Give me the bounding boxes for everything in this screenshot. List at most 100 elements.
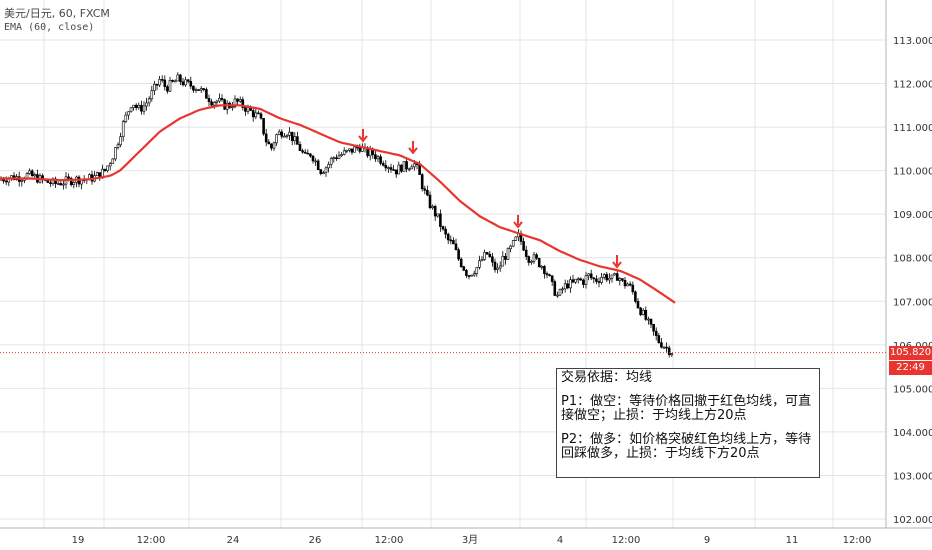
candle-body [602,274,606,278]
last-price-tag: 105.820 [889,345,932,360]
candle-body [571,279,575,283]
x-tick-label: 4 [557,535,563,546]
candle-body [387,167,390,169]
candle-body [285,135,289,137]
x-tick-label: 19 [72,535,85,546]
candle-body [561,288,564,291]
candle-body [493,261,497,270]
candle-body [254,112,258,118]
candle-body [636,301,640,309]
candle-body [277,131,281,135]
candle-body [405,161,408,170]
candle-body [311,155,315,162]
candle-body [618,278,622,281]
candle-body [530,261,533,263]
candle-body [49,182,52,184]
candle-body [449,239,453,242]
candle-body [654,330,658,336]
candle-body [459,258,463,267]
candle-body [389,167,393,170]
candle-body [116,144,120,148]
candle-body [454,243,458,251]
candlestick-series [0,72,674,358]
candle-body [134,104,138,108]
candle-body [275,134,278,144]
y-tick-label: 104.000 [893,428,932,439]
candle-body [639,307,642,315]
candle-body [462,266,466,271]
candle-body [407,168,411,171]
candle-body [647,318,650,321]
candle-body [535,254,538,259]
candle-body [392,169,395,171]
candle-body [428,194,432,209]
candle-body [332,157,336,159]
candle-body [67,176,70,179]
candle-body [436,213,440,217]
candle-body [186,79,190,82]
candle-body [194,89,198,91]
candle-body [504,255,507,260]
candle-body [4,180,8,183]
price-axis[interactable]: 102.000103.000104.000105.000106.000107.0… [893,36,932,526]
candle-body [444,228,447,235]
candle-body [28,170,31,174]
candle-body [236,98,239,102]
candle-body [199,88,203,91]
candle-body [119,136,122,146]
down-arrow-head [612,261,622,269]
candle-body [103,168,107,171]
candle-body [272,142,276,149]
candle-body [192,85,195,91]
candle-body [397,164,401,175]
candle-body [457,249,460,260]
candle-body [657,335,661,343]
candle-body [402,161,406,172]
candle-body [446,233,450,241]
candle-body [306,152,310,155]
candle-body [202,88,206,90]
candle-body [233,98,237,108]
candle-body [166,86,169,92]
candle-body [179,74,182,83]
candle-body [108,163,112,167]
candle-body [267,141,271,145]
candle-body [540,266,544,268]
candle-body [212,102,216,106]
annotation-p1: P1：做空：等待价格回撤于红色均线，可直接做空；止损：于均线上方20点 [561,394,812,423]
candle-body [327,164,330,169]
candle-body [472,273,476,276]
y-tick-label: 108.000 [893,254,932,265]
candle-body [210,101,213,106]
candle-body [595,278,598,282]
time-axis[interactable]: 19 12:00 24 26 12:00 3月 4 12:00 9 11 12:00 [72,534,872,546]
candle-body [605,274,609,281]
candle-body [142,105,146,112]
candle-body [545,273,549,276]
candle-body [548,274,551,277]
candle-body [584,275,588,285]
annotation-title: 交易依据：均线 [561,370,653,385]
candle-body [137,104,141,108]
candle-body [114,147,117,160]
candle-body [488,253,492,258]
candle-body [532,254,536,262]
candle-body [579,278,583,281]
candle-body [423,188,427,191]
x-tick-label: 24 [227,535,240,546]
candle-body [244,107,247,112]
candle-body [153,83,156,92]
candle-body [231,106,234,109]
x-tick-label: 12:00 [137,535,166,546]
candle-body [569,279,572,289]
candle-body [140,104,143,112]
y-tick-label: 103.000 [893,471,932,482]
candle-body [628,283,632,286]
annotation-textbox[interactable]: 交易依据：均线 P1：做空：等待价格回撤于红色均线，可直接做空；止损：于均线上方… [556,368,820,478]
candle-body [608,277,611,281]
candle-body [95,172,99,177]
annotation-p2: P2：做多：如价格突破红色均线上方，等待回踩做多，止损：于均线下方20点 [561,432,812,461]
x-tick-label: 3月 [462,534,478,546]
candle-body [238,99,242,102]
candle-body [322,172,325,174]
